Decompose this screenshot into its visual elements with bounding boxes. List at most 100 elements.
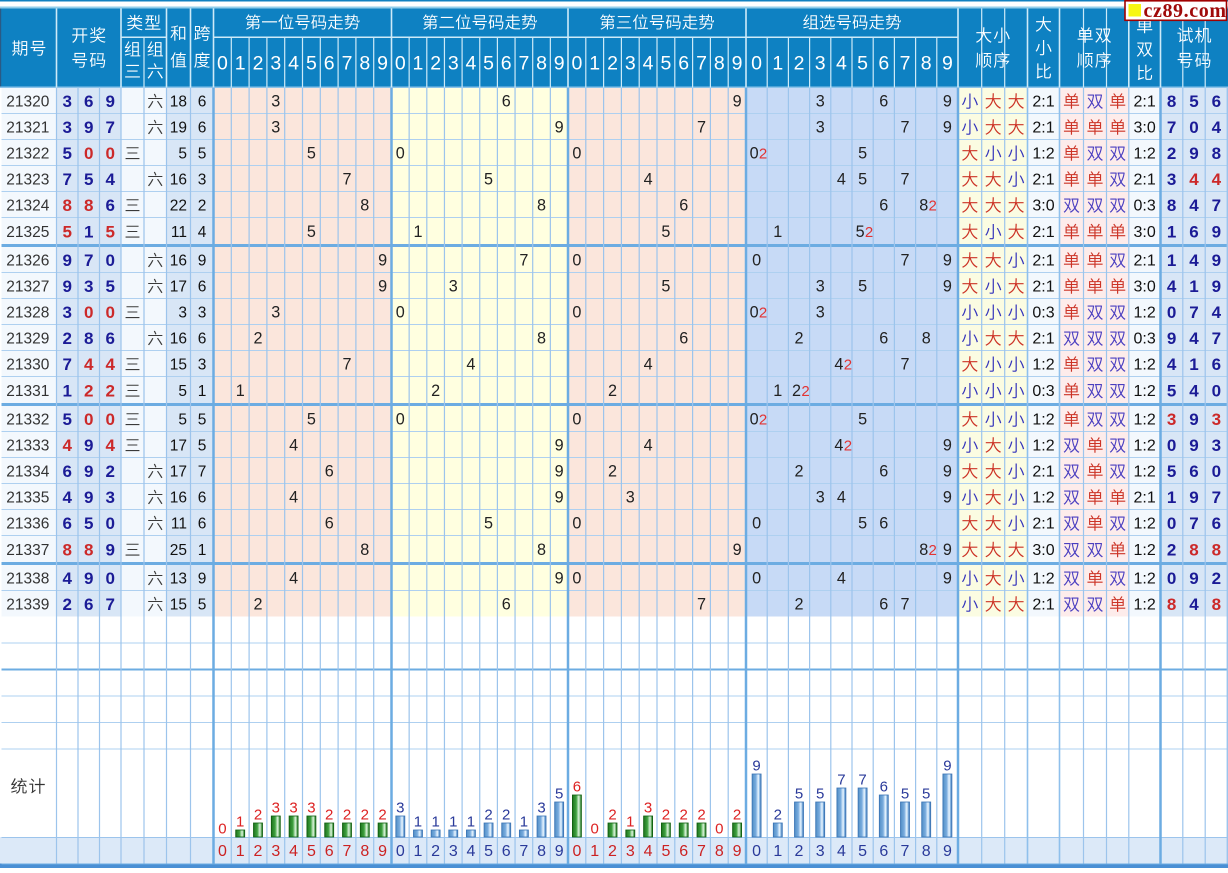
svg-text:6: 6 xyxy=(678,53,689,75)
svg-text:2:1: 2:1 xyxy=(1032,464,1054,481)
svg-text:2: 2 xyxy=(63,329,72,348)
svg-text:5: 5 xyxy=(84,514,93,533)
svg-text:1: 1 xyxy=(413,223,422,241)
svg-text:5: 5 xyxy=(1167,462,1176,481)
svg-text:5: 5 xyxy=(1167,382,1176,401)
svg-text:3: 3 xyxy=(198,305,207,322)
svg-text:2: 2 xyxy=(844,357,852,374)
svg-text:1: 1 xyxy=(772,53,783,75)
svg-text:5: 5 xyxy=(178,146,187,163)
svg-text:0: 0 xyxy=(750,145,759,163)
svg-text:9: 9 xyxy=(198,253,207,270)
svg-text:4: 4 xyxy=(1167,355,1177,374)
svg-text:7: 7 xyxy=(84,251,93,270)
svg-text:6: 6 xyxy=(878,53,889,75)
svg-text:0: 0 xyxy=(1189,118,1198,137)
svg-text:0: 0 xyxy=(572,411,581,429)
svg-text:2:1: 2:1 xyxy=(1032,279,1054,296)
svg-text:7: 7 xyxy=(1189,303,1198,322)
svg-text:4: 4 xyxy=(106,436,116,455)
svg-text:7: 7 xyxy=(697,119,706,137)
svg-text:7: 7 xyxy=(106,118,115,137)
svg-text:3: 3 xyxy=(626,489,635,507)
svg-text:5: 5 xyxy=(63,410,72,429)
svg-text:6: 6 xyxy=(106,196,115,215)
svg-text:6: 6 xyxy=(325,463,334,481)
svg-text:7: 7 xyxy=(198,464,207,481)
svg-text:0: 0 xyxy=(751,53,762,75)
svg-text:2: 2 xyxy=(430,53,441,75)
svg-text:7: 7 xyxy=(63,355,72,374)
svg-text:4: 4 xyxy=(466,53,477,75)
svg-text:8: 8 xyxy=(536,53,547,75)
svg-text:8: 8 xyxy=(84,329,93,348)
svg-text:3: 3 xyxy=(63,303,72,322)
svg-text:2:1: 2:1 xyxy=(1032,597,1054,614)
svg-text:1:2: 1:2 xyxy=(1032,490,1054,507)
svg-text:6: 6 xyxy=(1189,462,1198,481)
svg-text:9: 9 xyxy=(1189,569,1198,588)
svg-text:8: 8 xyxy=(922,330,931,348)
svg-text:9: 9 xyxy=(943,93,952,111)
svg-text:2: 2 xyxy=(378,807,386,824)
svg-text:6: 6 xyxy=(198,120,207,137)
svg-text:1: 1 xyxy=(520,814,528,831)
svg-text:2: 2 xyxy=(608,843,617,860)
svg-text:5: 5 xyxy=(858,171,867,189)
svg-text:2: 2 xyxy=(325,807,333,824)
svg-text:2: 2 xyxy=(794,596,803,614)
svg-text:6: 6 xyxy=(198,331,207,348)
svg-text:3: 3 xyxy=(396,800,404,817)
svg-text:3: 3 xyxy=(63,92,72,111)
svg-text:6: 6 xyxy=(198,94,207,111)
svg-text:9: 9 xyxy=(1167,329,1176,348)
svg-text:21328: 21328 xyxy=(6,305,49,322)
svg-text:8: 8 xyxy=(1189,541,1198,560)
svg-text:9: 9 xyxy=(943,843,952,860)
svg-text:0:3: 0:3 xyxy=(1134,331,1156,348)
svg-text:8: 8 xyxy=(360,541,369,559)
svg-text:2: 2 xyxy=(106,382,115,401)
svg-text:3: 3 xyxy=(271,304,280,322)
svg-text:8: 8 xyxy=(63,196,72,215)
svg-text:8: 8 xyxy=(360,197,369,215)
svg-text:5: 5 xyxy=(484,171,493,189)
svg-text:16: 16 xyxy=(170,253,187,270)
svg-text:9: 9 xyxy=(377,53,388,75)
svg-text:4: 4 xyxy=(466,356,475,374)
svg-text:0: 0 xyxy=(1212,382,1221,401)
svg-text:16: 16 xyxy=(170,172,187,189)
svg-text:1: 1 xyxy=(773,223,782,241)
svg-text:5: 5 xyxy=(307,145,316,163)
svg-text:7: 7 xyxy=(697,843,706,860)
svg-text:5: 5 xyxy=(307,411,316,429)
svg-text:2:1: 2:1 xyxy=(1032,172,1054,189)
svg-text:21325: 21325 xyxy=(6,224,49,241)
svg-text:5: 5 xyxy=(661,278,670,296)
svg-text:11: 11 xyxy=(171,224,187,241)
svg-text:4: 4 xyxy=(644,843,653,860)
svg-text:4: 4 xyxy=(1189,170,1199,189)
svg-text:6: 6 xyxy=(1212,92,1221,111)
svg-text:2: 2 xyxy=(774,807,782,824)
svg-text:2: 2 xyxy=(431,843,440,860)
svg-text:4: 4 xyxy=(1189,251,1199,270)
svg-text:7: 7 xyxy=(342,356,351,374)
svg-text:6: 6 xyxy=(573,779,581,796)
svg-text:3:0: 3:0 xyxy=(1134,224,1156,241)
svg-text:5: 5 xyxy=(198,146,207,163)
svg-text:5: 5 xyxy=(483,53,494,75)
svg-text:1: 1 xyxy=(1167,223,1176,242)
svg-text:0: 0 xyxy=(84,410,93,429)
svg-text:4: 4 xyxy=(466,843,475,860)
svg-text:0: 0 xyxy=(84,303,93,322)
svg-text:6: 6 xyxy=(502,93,511,111)
svg-text:1:2: 1:2 xyxy=(1134,597,1156,614)
svg-text:21332: 21332 xyxy=(6,412,49,429)
svg-text:4: 4 xyxy=(63,436,73,455)
svg-text:8: 8 xyxy=(1167,92,1176,111)
svg-text:5: 5 xyxy=(198,438,207,455)
svg-text:0: 0 xyxy=(752,515,761,533)
svg-text:1:2: 1:2 xyxy=(1134,146,1156,163)
svg-text:2:1: 2:1 xyxy=(1032,331,1054,348)
